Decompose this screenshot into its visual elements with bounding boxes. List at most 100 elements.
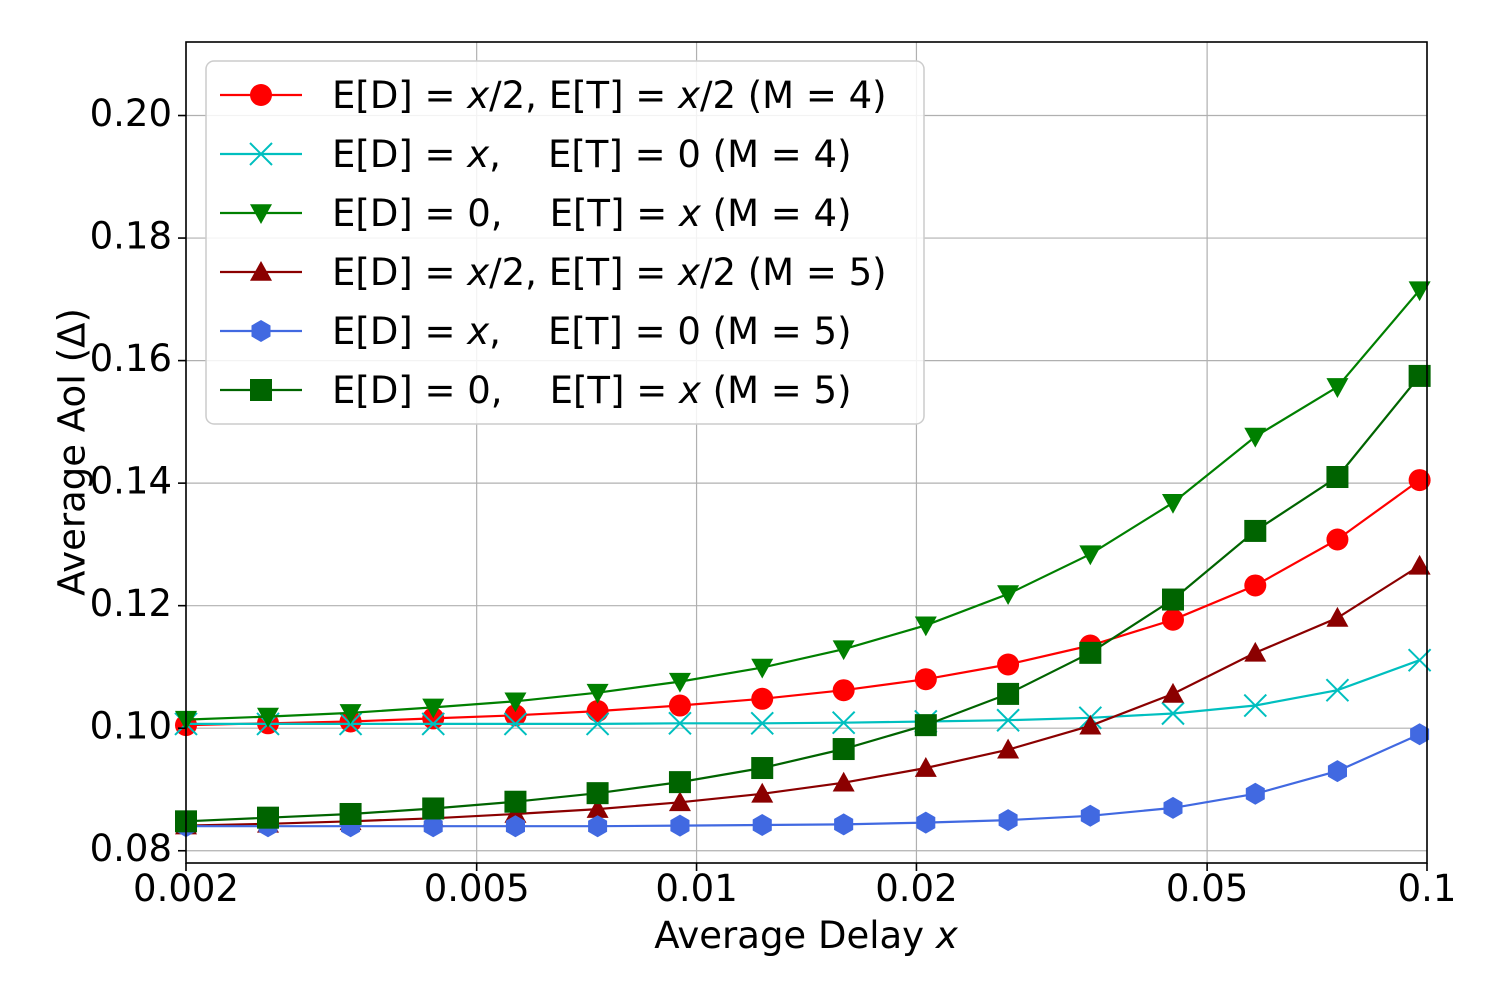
data-point [1326,606,1349,627]
data-point [1410,723,1430,746]
y-tick-label: 0.14 [90,460,172,503]
legend-entry: E[D] = 0, E[T] = x (M = 5) [220,369,852,412]
series-6 [175,364,1431,833]
data-point [505,815,525,838]
x-axis-label-text: Average Delay [654,914,924,957]
data-point [1244,519,1267,542]
data-point [751,782,774,803]
data-point [914,757,937,777]
data-point [1161,588,1184,611]
data-point [1326,528,1349,551]
data-point [997,653,1020,676]
data-point [1408,554,1431,575]
series-5 [176,723,1430,838]
data-point [668,771,691,794]
y-tick-label: 0.18 [90,215,172,258]
legend-label: E[D] = 0, E[T] = x (M = 5) [332,369,852,412]
data-point [339,802,362,825]
data-point [257,707,280,728]
legend-label: E[D] = x/2, E[T] = x/2 (M = 5) [332,251,887,294]
data-point [997,585,1020,606]
data-point [588,815,608,838]
legend-label: E[D] = x, E[T] = 0 (M = 5) [332,310,852,353]
data-point [832,738,855,761]
data-point [668,672,691,693]
data-point [586,782,609,805]
series-lines [174,281,1432,838]
x-tick-label: 0.002 [133,867,239,910]
legend-entry: E[D] = x/2, E[T] = x/2 (M = 5) [220,251,887,294]
data-point [1161,701,1185,726]
data-point [914,616,937,637]
data-point [1079,545,1102,566]
legend: E[D] = x/2, E[T] = x/2 (M = 4) E[D] = x, … [205,60,925,425]
legend-entry: E[D] = 0, E[T] = x (M = 4) [220,192,852,235]
data-point [1408,469,1431,492]
x-tick-label: 0.005 [424,867,530,910]
data-point [751,757,774,780]
legend-marker [251,320,271,342]
data-point [834,813,854,836]
data-point [1325,678,1350,702]
legend-marker [249,142,273,166]
data-point [586,683,609,704]
data-point [422,797,445,820]
data-point [339,704,362,724]
data-point [423,815,443,838]
y-tick-label: 0.08 [90,827,172,870]
series-line [185,479,1421,727]
data-point [668,694,691,717]
legend-label: E[D] = x/2, E[T] = x/2 (M = 4) [332,74,887,117]
series-line [185,375,1421,823]
data-point [914,714,937,737]
data-point [668,791,691,812]
data-point [1163,796,1183,819]
data-point [504,692,527,713]
data-point [1243,693,1267,718]
data-point [1244,641,1267,662]
data-point [751,658,774,679]
series-line [186,659,1420,726]
data-point [338,712,363,736]
data-point [1079,714,1102,735]
data-point [504,802,527,823]
y-tick-label: 0.16 [90,337,172,380]
x-tick-label: 0.02 [875,867,957,910]
data-point [504,704,527,727]
y-tick-label: 0.10 [90,705,172,748]
legend-entry: E[D] = x, E[T] = 0 (M = 4) [220,133,852,176]
data-point [257,806,280,829]
data-point [832,679,855,702]
data-point [1326,378,1349,398]
legend-entry: E[D] = x/2, E[T] = x/2 (M = 4) [220,74,887,117]
data-point [1161,682,1184,703]
data-point [586,798,609,818]
legend-label: E[D] = 0, E[T] = x (M = 4) [332,192,852,235]
data-point [914,668,937,691]
data-point [1080,804,1100,827]
data-point [1408,281,1431,302]
data-point [422,698,445,719]
data-point [998,809,1018,832]
data-point [916,811,936,834]
series-line [186,733,1421,828]
series-line [185,564,1421,827]
data-point [997,682,1020,705]
data-point [1244,427,1267,448]
plot-area-frame [185,41,1428,864]
series-line [185,289,1421,721]
data-point [670,814,690,837]
data-point [1245,782,1265,805]
data-point [668,711,692,736]
data-point [832,640,855,661]
legend-marker [250,379,272,401]
legend-entry: E[D] = x, E[T] = 0 (M = 5) [220,310,852,353]
series-3 [175,281,1431,731]
data-point [751,687,774,710]
legend-box [205,60,925,425]
data-point [996,708,1020,732]
data-point [752,814,772,836]
data-point [503,712,528,736]
data-point [1161,608,1184,631]
